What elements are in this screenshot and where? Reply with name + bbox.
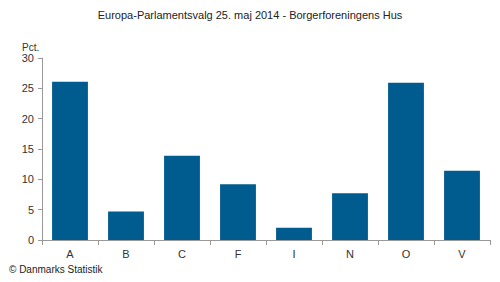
svg-text:I: I [292, 248, 295, 260]
svg-text:Europa-Parlamentsvalg 25. maj: Europa-Parlamentsvalg 25. maj 2014 - Bor… [98, 9, 403, 21]
svg-text:B: B [122, 248, 129, 260]
svg-text:© Danmarks Statistik: © Danmarks Statistik [9, 264, 104, 275]
svg-text:15: 15 [22, 143, 34, 155]
svg-text:10: 10 [22, 173, 34, 185]
svg-text:V: V [458, 248, 466, 260]
svg-text:20: 20 [22, 113, 34, 125]
svg-text:A: A [66, 248, 74, 260]
svg-text:5: 5 [28, 204, 34, 216]
svg-text:30: 30 [22, 52, 34, 64]
svg-text:C: C [178, 248, 186, 260]
svg-text:O: O [402, 248, 411, 260]
svg-text:Pct.: Pct. [22, 42, 39, 53]
svg-text:F: F [235, 248, 242, 260]
svg-text:25: 25 [22, 82, 34, 94]
svg-text:N: N [346, 248, 354, 260]
svg-text:0: 0 [28, 234, 34, 246]
